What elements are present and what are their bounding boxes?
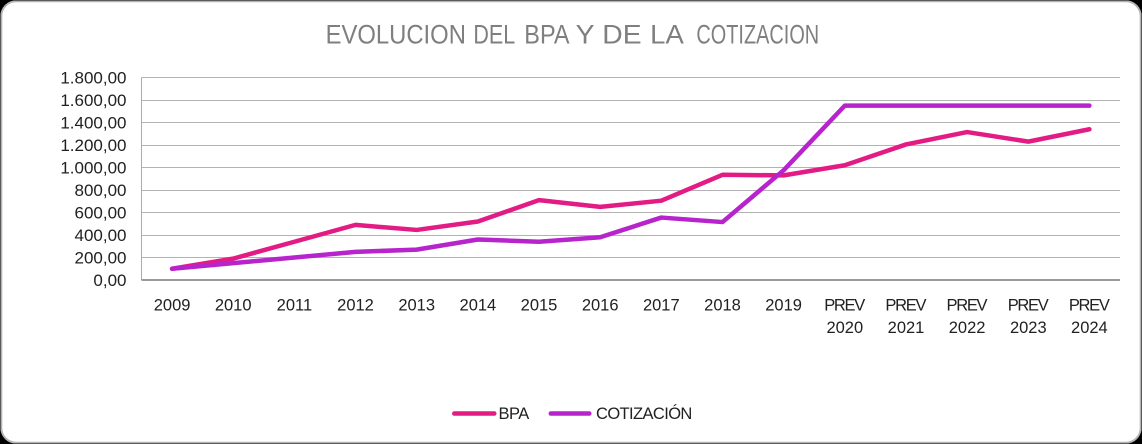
svg-text:PREV: PREV [947,297,988,315]
svg-text:2011: 2011 [277,297,312,315]
svg-text:2012: 2012 [337,297,374,315]
svg-text:LA: LA [650,19,684,49]
svg-text:2020: 2020 [826,319,863,337]
svg-text:0,00: 0,00 [93,271,126,290]
svg-text:2024: 2024 [1071,319,1108,337]
svg-text:COTIZACIÓN: COTIZACIÓN [596,404,692,423]
svg-text:1.600,00: 1.600,00 [60,91,126,110]
svg-text:1.200,00: 1.200,00 [60,136,126,155]
svg-text:2022: 2022 [949,319,986,337]
svg-text:2017: 2017 [643,297,680,315]
svg-text:COTIZACION: COTIZACION [696,19,819,49]
svg-text:600,00: 600,00 [75,204,127,223]
svg-text:PREV: PREV [885,297,926,315]
svg-text:EVOLUCION: EVOLUCION [326,19,466,49]
svg-text:2019: 2019 [765,297,802,315]
svg-text:2018: 2018 [704,297,741,315]
svg-text:PREV: PREV [1008,297,1049,315]
svg-text:2009: 2009 [154,297,191,315]
svg-text:PREV: PREV [1069,297,1110,315]
svg-text:DEL: DEL [473,19,515,49]
svg-text:400,00: 400,00 [75,226,127,245]
svg-text:1.000,00: 1.000,00 [60,159,126,178]
svg-text:BPA: BPA [524,19,569,49]
svg-text:Y: Y [576,19,595,49]
svg-text:2016: 2016 [582,297,619,315]
svg-text:2021: 2021 [888,319,925,337]
svg-text:2015: 2015 [521,297,558,315]
svg-text:DE: DE [602,19,641,49]
svg-text:PREV: PREV [824,297,865,315]
svg-text:1.400,00: 1.400,00 [60,114,126,133]
svg-text:BPA: BPA [499,405,530,423]
svg-text:800,00: 800,00 [75,181,127,200]
svg-text:1.800,00: 1.800,00 [60,69,126,88]
svg-text:2013: 2013 [398,297,435,315]
svg-text:2023: 2023 [1010,319,1047,337]
svg-text:2010: 2010 [215,297,252,315]
svg-text:200,00: 200,00 [75,249,127,268]
svg-text:2014: 2014 [460,297,497,315]
